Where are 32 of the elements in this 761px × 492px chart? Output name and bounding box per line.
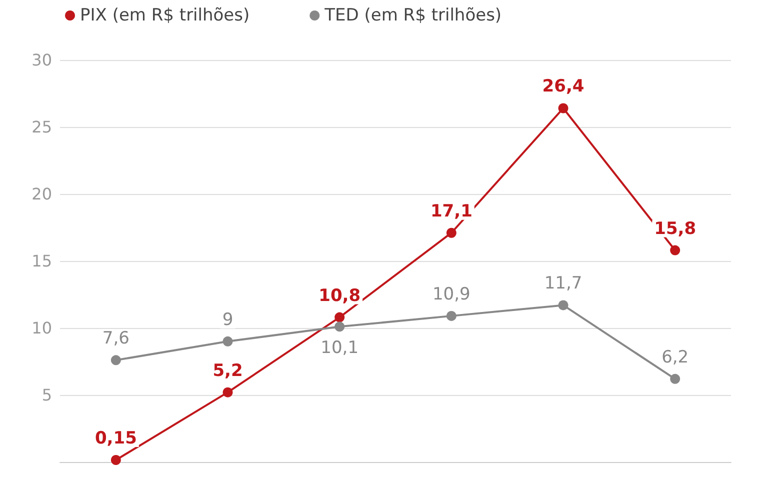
y-tick-label: 10	[32, 318, 52, 338]
data-label: 10,1	[320, 338, 359, 358]
y-tick-label: 15	[32, 252, 52, 270]
point	[446, 310, 456, 321]
data-label: 17,1	[430, 201, 472, 222]
data-label: 15,8	[654, 218, 696, 239]
point	[334, 322, 345, 332]
point	[670, 374, 680, 384]
legend-label: PIX (em R$ trilhões)	[80, 6, 250, 26]
point	[222, 387, 233, 398]
data-label: 11,7	[544, 274, 582, 294]
data-label: 10,9	[432, 284, 470, 304]
point	[670, 245, 680, 256]
point	[334, 312, 345, 322]
data-label: 0,15	[94, 428, 137, 448]
y-tick-label: 30	[32, 50, 52, 70]
y-tick-label: 5	[42, 386, 52, 404]
data-label: 5,2	[212, 360, 243, 381]
point	[558, 300, 568, 310]
data-label: 6,2	[662, 347, 689, 368]
data-label: 26,4	[542, 76, 584, 97]
data-label: 7,6	[102, 328, 130, 349]
y-tick-label: 20	[32, 184, 52, 204]
point	[110, 355, 121, 366]
point	[446, 228, 456, 238]
point	[558, 103, 568, 114]
data-label: 9	[222, 310, 234, 330]
point	[110, 454, 121, 465]
y-tick-label: 25	[32, 118, 52, 136]
point	[222, 336, 233, 346]
data-label: 10,8	[318, 286, 361, 306]
legend-label: TED (em R$ trilhões)	[324, 6, 502, 26]
